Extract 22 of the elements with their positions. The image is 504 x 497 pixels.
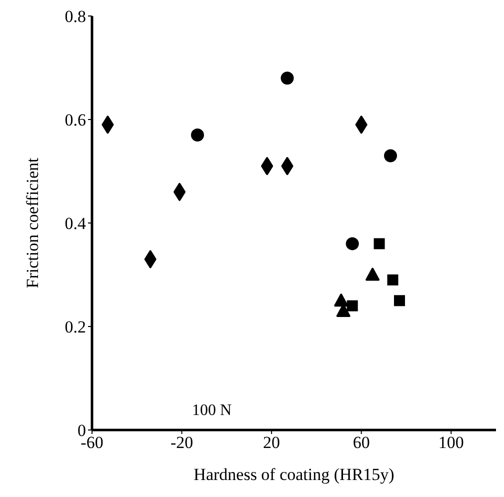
point (334, 294, 348, 307)
point (346, 237, 359, 250)
point (366, 268, 380, 281)
y-tick-label: 0.6 (64, 110, 86, 130)
y-tick-label: 0.4 (64, 214, 86, 234)
annotation: 100 N (192, 402, 232, 420)
y-tick-label: 0.8 (64, 7, 86, 26)
y-axis-title: Friction coefficient (23, 158, 42, 288)
y-tick-label: 0 (78, 421, 86, 440)
x-tick-label: 20 (263, 433, 280, 452)
point (190, 128, 204, 142)
point (387, 274, 398, 286)
point (280, 72, 294, 85)
x-tick-label: -20 (170, 433, 194, 452)
x-tick-label: 60 (352, 433, 370, 452)
point (384, 149, 398, 162)
point (346, 300, 358, 312)
point (394, 295, 405, 306)
y-tick-label: 0.2 (64, 318, 86, 337)
x-tick-label: 100 (438, 433, 464, 452)
x-axis-title: Hardness of coating (HR15y) (194, 465, 394, 484)
point (374, 238, 385, 250)
